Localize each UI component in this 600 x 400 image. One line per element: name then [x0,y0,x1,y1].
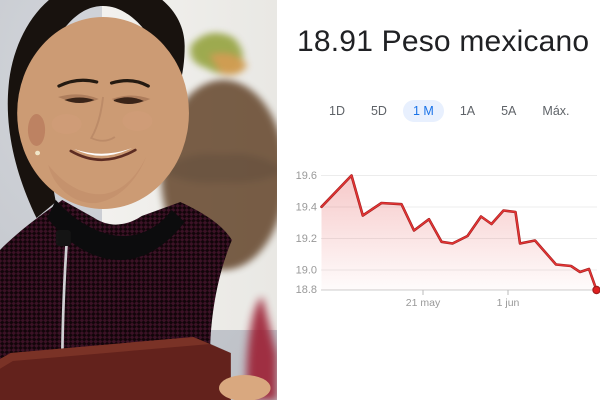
svg-text:19.6: 19.6 [296,170,317,182]
svg-text:19.0: 19.0 [296,265,317,277]
svg-text:18.8: 18.8 [296,284,317,296]
svg-text:21 may: 21 may [406,297,441,309]
svg-text:19.2: 19.2 [296,233,317,245]
svg-text:19.4: 19.4 [296,202,317,214]
svg-text:1 jun: 1 jun [497,297,520,309]
